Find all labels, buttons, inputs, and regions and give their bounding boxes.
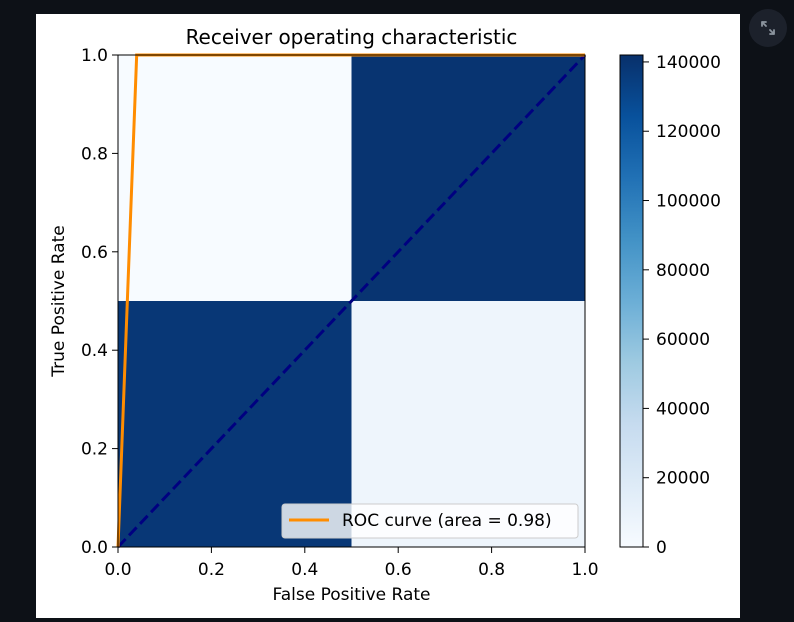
legend: ROC curve (area = 0.98) — [281, 503, 579, 539]
colorbar-tick-label: 20000 — [656, 469, 710, 489]
legend-entry: ROC curve (area = 0.98) — [342, 511, 552, 531]
plot-frame — [117, 54, 586, 548]
expand-button[interactable] — [749, 9, 787, 47]
y-tick-label: 0.0 — [81, 538, 108, 558]
roc-chart: Receiver operating characteristic 0.0 0.2… — [49, 25, 721, 605]
chart-title: Receiver operating characteristic — [186, 25, 518, 49]
colorbar-tick-label: 60000 — [656, 330, 710, 350]
y-tick-label: 0.2 — [81, 440, 108, 460]
x-tick-label: 0.2 — [198, 560, 225, 580]
expand-icon — [761, 21, 775, 35]
y-tick-label: 0.4 — [81, 341, 108, 361]
chance-diagonal-line — [116, 53, 587, 549]
x-tick-label: 0.6 — [385, 560, 412, 580]
heatmap-cell — [351, 55, 585, 301]
colorbar-tick-label: 40000 — [656, 399, 710, 419]
x-axis-label: False Positive Rate — [273, 585, 431, 605]
colorbar-tick-label: 120000 — [656, 122, 721, 142]
colorbar-tick-label: 100000 — [656, 192, 721, 212]
y-tick-label: 0.8 — [81, 144, 108, 164]
x-tick-label: 0.0 — [104, 560, 131, 580]
y-axis-label: True Positive Rate — [49, 225, 69, 377]
legend-box — [281, 503, 579, 539]
y-tick-label: 0.6 — [81, 243, 108, 263]
y-tick-label: 1.0 — [81, 46, 108, 66]
x-tick-label: 0.8 — [478, 560, 505, 580]
colorbar-tick-label: 80000 — [656, 261, 710, 281]
colorbar — [619, 54, 644, 548]
colorbar-tick-label: 0 — [656, 538, 667, 558]
colorbar-tick-label: 140000 — [656, 53, 721, 73]
heatmap-cell — [118, 55, 352, 301]
x-tick-label: 1.0 — [571, 560, 598, 580]
chart-figure: Receiver operating characteristic 0.0 0.2… — [36, 14, 740, 618]
x-tick-label: 0.4 — [291, 560, 318, 580]
